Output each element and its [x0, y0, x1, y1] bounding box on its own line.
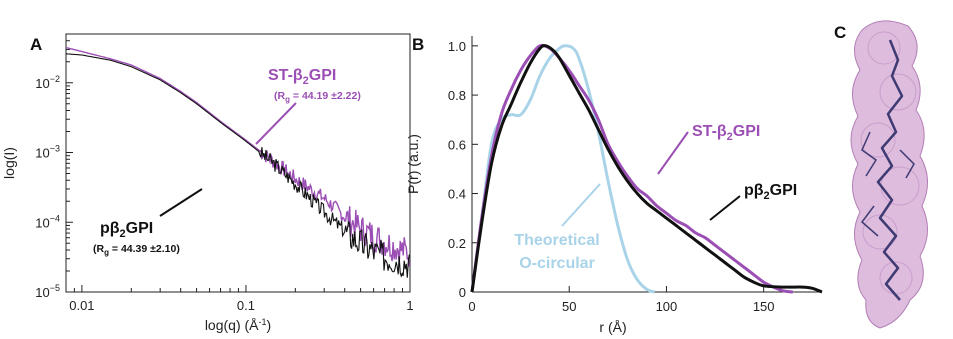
protein-ribbon	[876, 39, 904, 301]
panel-a-x-axis-title-sup: -1	[259, 317, 267, 327]
panel-a-p-rg-end: = 44.39 ±2.10)	[109, 243, 180, 255]
panel-a-x-tick-label: 0.01	[69, 298, 94, 313]
panel-b-p-label-end: GPI	[770, 182, 798, 199]
glycan-sticks	[860, 131, 915, 237]
panel-b-theoretical-pointer-line	[561, 183, 601, 227]
panel-a-x-tick-label: 0.1	[237, 298, 255, 313]
panel-c-label: C	[834, 23, 846, 42]
panel-b-st-label-main: ST-β	[692, 123, 727, 140]
panel-a-y-tick-label: 10−5	[35, 283, 60, 300]
molecule-surface	[850, 20, 928, 329]
panel-a-y-tick-label: 10−3	[35, 144, 60, 161]
panel-a-label: A	[30, 35, 42, 54]
panel-a-x-tick-label: 1	[406, 298, 413, 313]
panel-b-x-tick-label: 50	[562, 299, 576, 314]
panel-a-st-pointer-line	[255, 102, 297, 145]
panel-b-p-pointer-line	[709, 195, 741, 221]
panel-b-y-ticks: 0 0.2 0.4 0.6 0.8 1.0	[448, 39, 478, 300]
panel-a-st-rg-label: (Rg = 44.19 ±2.22)	[274, 90, 361, 104]
panel-a-st-rg-main: (R	[274, 90, 285, 102]
panel-a-p-rg-sub: g	[104, 248, 109, 257]
panel-b-x-ticks: 0 50 100 150	[468, 286, 775, 314]
panel-a-st-label-sub: 2	[303, 75, 309, 87]
panel-b-y-axis-title: P(r) (a.u.)	[405, 134, 421, 194]
panel-b-series	[470, 43, 823, 294]
panel-b-theoretical-label-line1: Theoretical	[514, 232, 599, 249]
panel-a-series-st-line	[65, 46, 410, 267]
panel-b-y-tick-label: 0.6	[448, 137, 466, 152]
panel-b-st-legend-label: ST-β2GPI	[692, 123, 760, 143]
panel-b-x-tick-label: 100	[656, 299, 678, 314]
panel-a-st-label-main: ST-β	[268, 67, 303, 84]
panel-a-series	[65, 46, 410, 278]
panel-b-p-label-main: pβ	[744, 182, 764, 199]
panel-a-p-legend-label: pβ2GPI	[100, 220, 153, 240]
panel-a-st-rg-sub: g	[285, 95, 290, 104]
panel-b-st-label-sub: 2	[727, 131, 733, 143]
panel-a-st-legend-label: ST-β2GPI	[268, 67, 336, 87]
panel-a-series-p-line	[65, 53, 410, 278]
panel-b-p-label-sub: 2	[764, 190, 770, 202]
panel-b-p-legend-label: pβ2GPI	[744, 182, 797, 202]
panel-b-series-theoretical-line	[470, 44, 656, 294]
panel-a-p-rg-main: (R	[93, 243, 104, 255]
panel-b-y-tick-label: 0.2	[448, 236, 466, 251]
panel-a-y-tick-label: 10−2	[35, 74, 60, 91]
molecular-structure-image	[850, 20, 928, 329]
panel-b-y-tick-label: 1.0	[448, 39, 466, 54]
panel-a-st-label-end: GPI	[309, 67, 337, 84]
panel-b-series-p-line	[470, 44, 823, 294]
panel-a-y-ticks: 10−5 10−4 10−3 10−2	[35, 33, 73, 300]
panel-a-p-label-main: pβ	[100, 220, 120, 237]
panel-a-y-tick-label: 10−4	[35, 213, 60, 230]
panel-b-x-tick-label: 150	[753, 299, 775, 314]
panel-b-y-tick-label: 0.8	[448, 88, 466, 103]
panel-b-st-label-end: GPI	[733, 123, 761, 140]
panel-a-p-pointer-line	[159, 188, 203, 217]
panel-a-x-axis-title-main: log(q) (Å	[205, 317, 259, 333]
panel-a-x-axis-title: log(q) (Å-1)	[205, 317, 271, 333]
panel-b-st-pointer-line	[657, 131, 689, 175]
panel-a-x-axis-title-end: )	[267, 317, 272, 333]
panel-b-series-st-line	[470, 43, 793, 294]
panel-b-label: B	[412, 35, 424, 54]
panel-b-x-tick-label: 0	[468, 299, 475, 314]
panel-a-p-rg-label: (Rg = 44.39 ±2.10)	[93, 243, 180, 257]
panel-a-y-axis-title: log(I)	[1, 147, 17, 179]
panel-a-x-ticks: 0.01 0.1 1	[65, 285, 414, 313]
panel-a-st-rg-end: = 44.19 ±2.22)	[290, 90, 361, 102]
panel-a-p-label-sub: 2	[120, 228, 126, 240]
panel-b-theoretical-label-line2: O-circular	[519, 255, 595, 272]
panel-b-y-tick-label: 0	[459, 285, 466, 300]
panel-b-y-tick-label: 0.4	[448, 187, 466, 202]
panel-a-p-label-end: GPI	[126, 220, 154, 237]
panel-b-x-axis-title: r (Å)	[599, 319, 626, 335]
